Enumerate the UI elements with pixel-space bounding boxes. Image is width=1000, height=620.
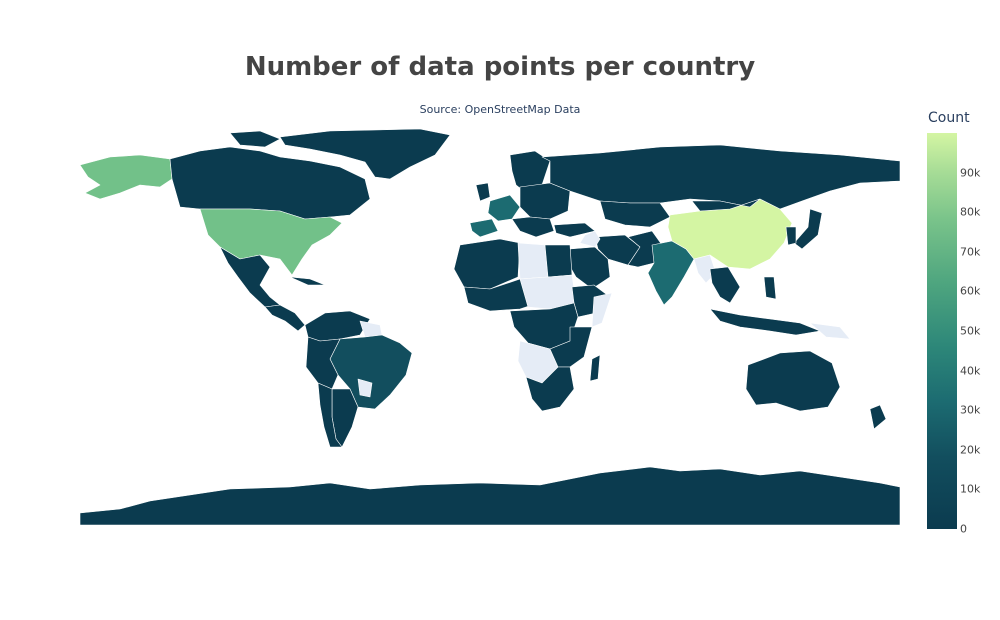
country-japan [793, 208, 823, 250]
country-spain [469, 218, 499, 238]
country-central-america [264, 304, 306, 332]
country-indonesia [709, 308, 821, 336]
colorbar-tick: 80k [960, 205, 981, 219]
country-canada [169, 146, 371, 220]
country-chile [317, 382, 343, 448]
colorbar-tick: 40k [960, 364, 981, 378]
country-usa [199, 208, 343, 276]
colorbar-ticks: 0 10k 20k 30k 40k 50k 60k 70k 80k 90k [960, 133, 1000, 535]
country-sudan-chad [519, 274, 577, 310]
country-antarctica [80, 466, 900, 525]
country-russia [541, 144, 900, 210]
country-turkey [553, 222, 596, 238]
map-subtitle: Source: OpenStreetMap Data [419, 103, 581, 116]
colorbar-tick: 0 [960, 522, 967, 536]
country-madagascar [589, 354, 601, 382]
country-paraguay [357, 378, 373, 398]
country-korea [785, 226, 797, 246]
country-southern-africa [525, 366, 575, 412]
colorbar-tick: 60k [960, 284, 981, 298]
country-iraq-syria [579, 230, 601, 248]
colorbar-title: Count [928, 110, 970, 126]
country-kazakhstan [599, 200, 671, 228]
colorbar-tick: 20k [960, 443, 981, 457]
country-papua [809, 322, 851, 340]
country-horn-somalia [591, 292, 613, 328]
country-mexico [219, 246, 281, 308]
country-cuba [289, 276, 326, 286]
country-greenland [279, 128, 451, 180]
country-eastern-europe [519, 182, 571, 220]
country-thailand-vietnam [709, 266, 741, 304]
country-philippines [763, 276, 777, 300]
country-new-zealand [869, 404, 887, 430]
country-mongolia [691, 198, 761, 212]
country-france-germany [487, 194, 521, 222]
country-guianas [359, 320, 383, 338]
colorbar [927, 133, 957, 529]
country-usa-alaska [80, 154, 173, 200]
country-colombia-venezuela [304, 310, 371, 342]
country-canada-islands [229, 130, 281, 148]
colorbar-tick: 90k [960, 166, 981, 180]
choropleth-map[interactable] [80, 127, 900, 525]
map-title: Number of data points per country [244, 52, 756, 82]
country-peru-bolivia [305, 336, 341, 390]
country-libya [517, 242, 549, 280]
country-uk [475, 182, 491, 202]
country-italy-balkans [511, 216, 555, 238]
colorbar-tick: 30k [960, 403, 981, 417]
colorbar-tick: 70k [960, 245, 981, 259]
colorbar-tick: 10k [960, 482, 981, 496]
colorbar-tick: 50k [960, 324, 981, 338]
country-australia [745, 350, 841, 412]
country-north-africa-west [453, 238, 521, 290]
country-egypt [544, 244, 573, 278]
